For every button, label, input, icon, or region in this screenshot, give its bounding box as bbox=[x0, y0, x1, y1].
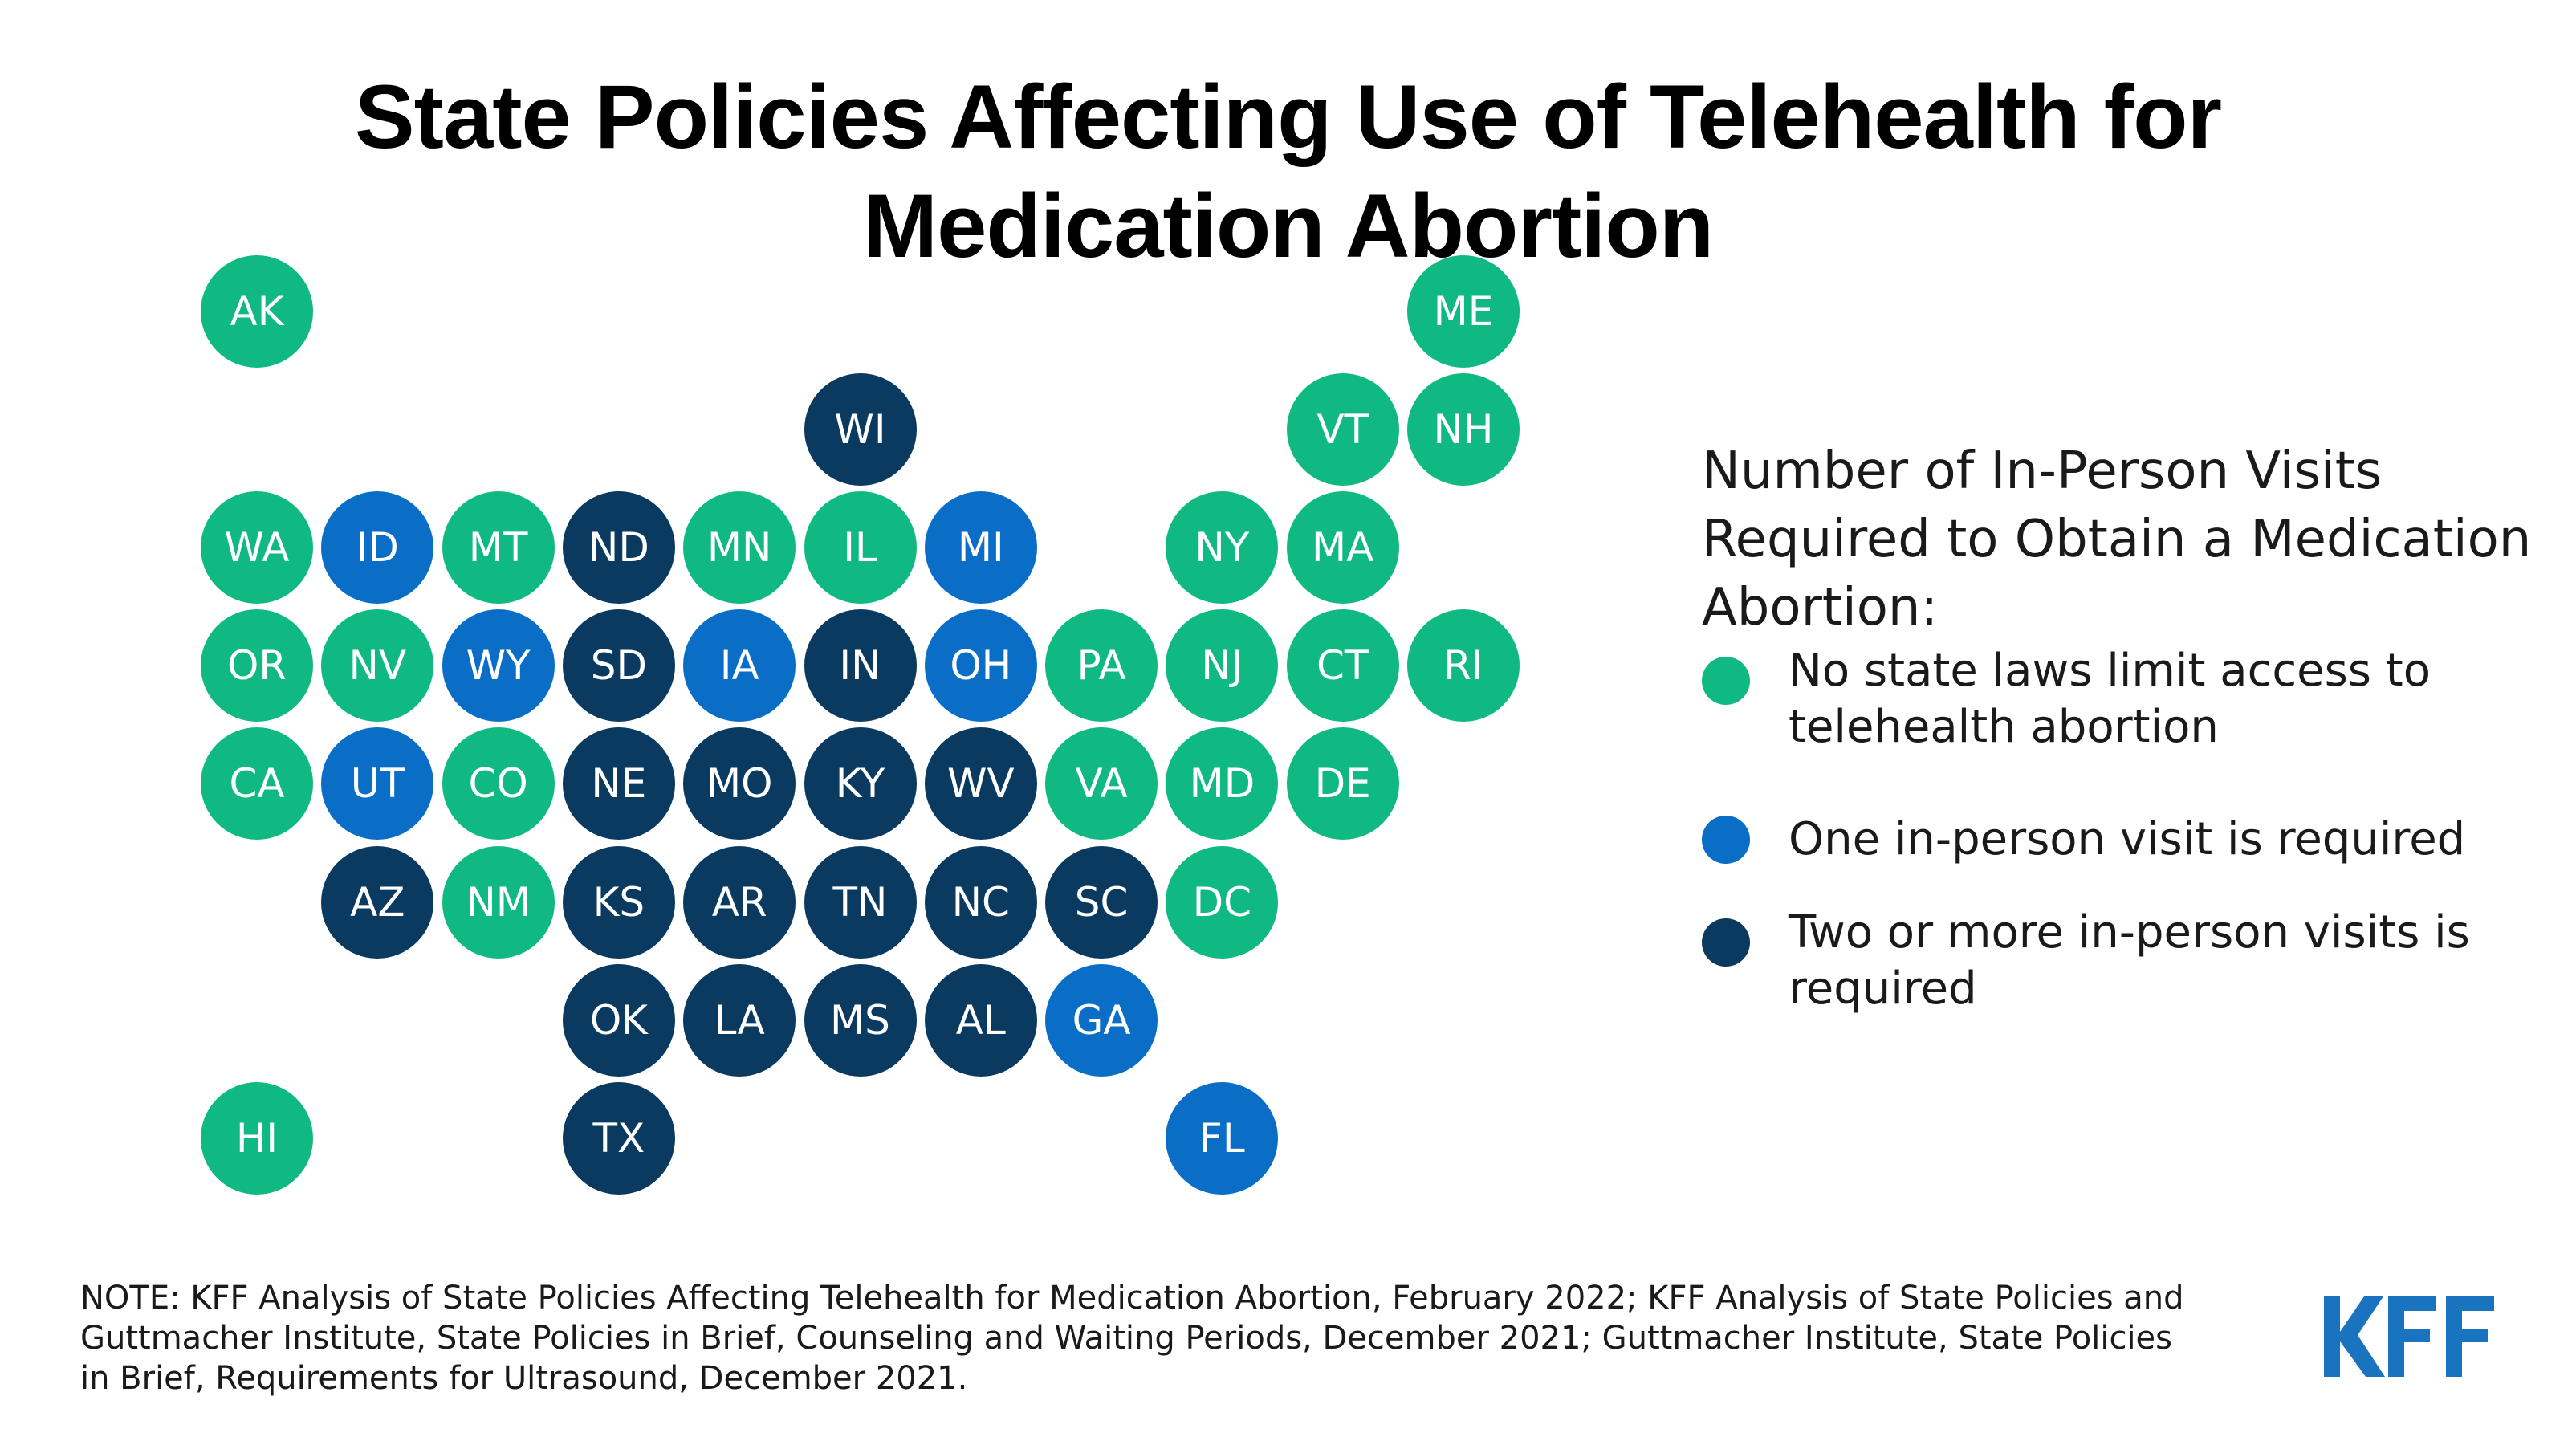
legend-label-one-visit: One in-person visit is required bbox=[1789, 813, 2466, 865]
legend-title: Number of In-Person Visits Required to O… bbox=[1702, 442, 2532, 637]
title-line-2: Medication Abortion bbox=[862, 176, 1714, 276]
state-tile-tx: TX bbox=[562, 1081, 675, 1195]
legend-swatch-two-plus-visits bbox=[1702, 918, 1750, 967]
state-tile-mt: MT bbox=[442, 491, 555, 604]
state-tile-wa: WA bbox=[201, 491, 313, 604]
state-tile-or: OR bbox=[201, 609, 313, 722]
state-tile-map: AK ME WI VT NH WA ID MT ND MN IL MI NY MA OR NV WY SD IA IN… bbox=[201, 255, 1520, 1195]
state-tile-tn: TN bbox=[804, 845, 917, 959]
source-note: NOTE: KFF Analysis of State Policies Aff… bbox=[80, 1280, 2184, 1397]
state-tile-ri: RI bbox=[1407, 609, 1520, 722]
state-tile-vt: VT bbox=[1286, 373, 1399, 486]
state-tile-wv: WV bbox=[924, 727, 1037, 841]
state-tile-ca: CA bbox=[201, 727, 313, 841]
state-tile-az: AZ bbox=[321, 845, 434, 959]
state-tile-ms: MS bbox=[804, 963, 917, 1077]
state-tile-nv: NV bbox=[321, 609, 434, 722]
state-tile-oh: OH bbox=[924, 609, 1037, 722]
state-tile-nj: NJ bbox=[1166, 609, 1279, 722]
state-tile-wy: WY bbox=[442, 609, 555, 722]
state-tile-wi: WI bbox=[804, 373, 917, 486]
state-tile-nm: NM bbox=[442, 845, 555, 959]
chart-title: State Policies Affecting Use of Teleheal… bbox=[0, 63, 2576, 281]
state-tile-hi: HI bbox=[201, 1081, 313, 1195]
state-tile-nc: NC bbox=[924, 845, 1037, 959]
state-tile-de: DE bbox=[1286, 727, 1399, 841]
state-tile-il: IL bbox=[804, 491, 917, 604]
state-tile-ok: OK bbox=[562, 963, 675, 1077]
state-tile-ut: UT bbox=[321, 727, 434, 841]
state-tile-md: MD bbox=[1166, 727, 1279, 841]
state-tile-ma: MA bbox=[1286, 491, 1399, 604]
state-tile-pa: PA bbox=[1045, 609, 1158, 722]
state-tile-va: VA bbox=[1045, 727, 1158, 841]
state-tile-in: IN bbox=[804, 609, 917, 722]
state-tile-ks: KS bbox=[562, 845, 675, 959]
state-tile-ar: AR bbox=[683, 845, 796, 959]
state-tile-sd: SD bbox=[562, 609, 675, 722]
state-tile-ia: IA bbox=[683, 609, 796, 722]
state-tile-id: ID bbox=[321, 491, 434, 604]
state-tile-co: CO bbox=[442, 727, 555, 841]
state-tile-nd: ND bbox=[562, 491, 675, 604]
legend-swatch-no-limits bbox=[1702, 657, 1750, 705]
state-tile-dc: DC bbox=[1166, 845, 1279, 959]
state-tile-sc: SC bbox=[1045, 845, 1158, 959]
kff-logo bbox=[2324, 1296, 2494, 1377]
state-tile-ne: NE bbox=[562, 727, 675, 841]
legend-label-no-limits: No state laws limit access to telehealth… bbox=[1789, 645, 2431, 753]
legend-label-two-plus-visits: Two or more in-person visits is required bbox=[1789, 906, 2470, 1015]
state-tile-me: ME bbox=[1407, 255, 1520, 368]
state-tile-mn: MN bbox=[683, 491, 796, 604]
legend: Number of In-Person Visits Required to O… bbox=[1702, 438, 2553, 1015]
state-tile-nh: NH bbox=[1407, 373, 1520, 486]
state-tile-al: AL bbox=[924, 963, 1037, 1077]
state-tile-mi: MI bbox=[924, 491, 1037, 604]
state-tile-ny: NY bbox=[1166, 491, 1279, 604]
legend-swatch-one-visit bbox=[1702, 816, 1750, 864]
state-tile-mo: MO bbox=[683, 727, 796, 841]
state-tile-la: LA bbox=[683, 963, 796, 1077]
state-tile-ga: GA bbox=[1045, 963, 1158, 1077]
state-tile-ky: KY bbox=[804, 727, 917, 841]
state-tile-fl: FL bbox=[1166, 1081, 1279, 1195]
state-tile-ct: CT bbox=[1286, 609, 1399, 722]
state-tile-ak: AK bbox=[201, 255, 313, 368]
title-line-1: State Policies Affecting Use of Teleheal… bbox=[354, 67, 2222, 167]
